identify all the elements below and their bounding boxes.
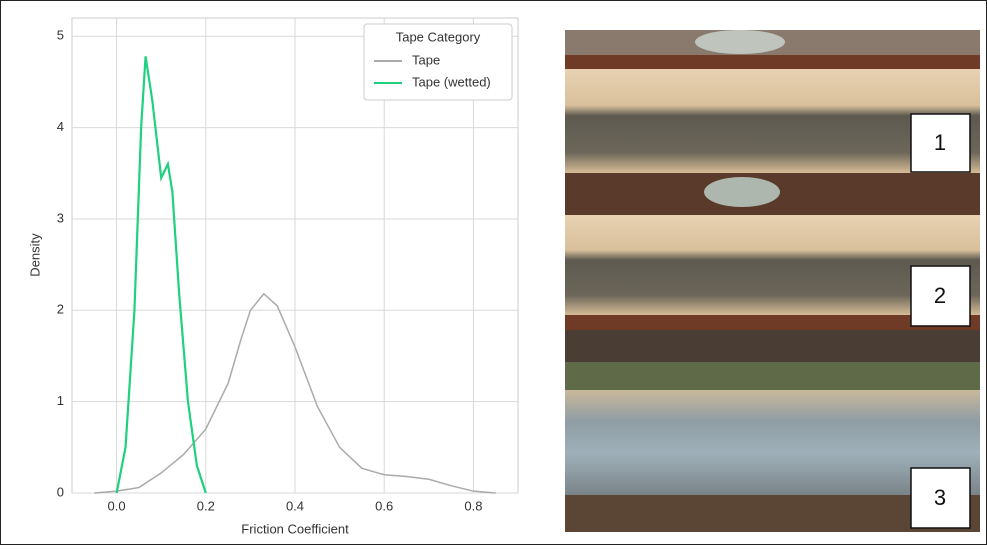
y-tick-label: 5 [57,28,64,43]
legend-label: Tape [412,52,440,67]
x-tick-label: 0.8 [464,498,482,513]
photo-label: 1 [934,130,946,155]
stone [695,30,785,54]
y-tick-label: 1 [57,393,64,408]
y-tick-label: 2 [57,302,64,317]
y-tick-label: 4 [57,119,64,134]
stone [704,177,780,207]
series-line [94,292,496,494]
rail [565,55,980,69]
series-line [115,56,207,494]
x-tick-label: 0.0 [108,498,126,513]
plot-area: 0.0 0.2 0.4 0.6 0.8 0 1 2 3 4 5 Tape Category Tape Ta… [57,17,519,513]
legend-label: Tape (wetted) [412,74,491,89]
y-tick-label: 3 [57,210,64,225]
label-box [910,113,971,173]
legend-title: Tape Category [396,29,481,44]
x-tick-label: 0.6 [375,498,393,513]
label-box [910,265,971,327]
label-box [910,467,971,529]
y-tick-label: 0 [57,484,64,499]
photo-label: 2 [934,283,946,308]
x-axis-label: Friction Coefficient [241,521,349,536]
y-axis-label: Density [27,233,42,277]
photo-label: 3 [934,485,946,510]
gap [565,330,980,362]
x-tick-label: 0.4 [286,498,304,513]
legend-box [363,23,513,101]
rail [565,315,980,330]
x-tick-label: 0.2 [197,498,215,513]
rail-wet [565,362,980,390]
photo: 1 2 3 [565,30,980,532]
